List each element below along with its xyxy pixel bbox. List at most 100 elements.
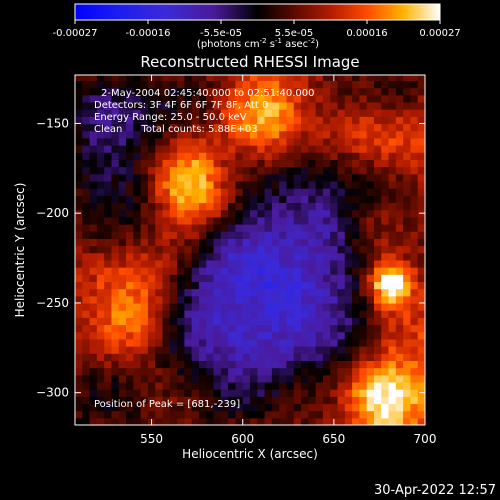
heatmap-cell <box>250 159 258 168</box>
heatmap-cell <box>417 267 425 275</box>
heatmap-cell <box>169 173 178 182</box>
heatmap-cell <box>403 116 412 125</box>
heatmap-cell <box>206 252 215 261</box>
heatmap-cell <box>308 116 317 125</box>
heatmap-cell <box>315 338 324 347</box>
heatmap-cell <box>89 101 98 110</box>
heatmap-cell <box>104 145 113 153</box>
heatmap-cell <box>206 267 215 275</box>
heatmap-cell <box>344 396 353 405</box>
heatmap-cell <box>169 188 178 196</box>
heatmap-cell <box>147 252 156 261</box>
heatmap-cell <box>264 288 273 297</box>
heatmap-cell <box>250 202 258 211</box>
heatmap-cell <box>337 94 346 103</box>
heatmap-cell <box>366 202 375 211</box>
heatmap-cell <box>301 188 309 196</box>
heatmap-cell <box>352 75 360 81</box>
heatmap-cell <box>250 123 258 132</box>
heatmap-cell <box>89 202 98 211</box>
heatmap-cell <box>315 310 324 318</box>
heatmap-cell <box>373 152 382 160</box>
heatmap-cell <box>228 389 237 397</box>
heatmap-cell <box>111 238 120 247</box>
heatmap-cell <box>293 109 302 117</box>
heatmap-cell <box>228 252 237 261</box>
heatmap-cell <box>381 209 390 218</box>
heatmap-cell <box>250 381 258 390</box>
heatmap-cell <box>395 403 404 412</box>
heatmap-cell <box>140 302 149 311</box>
heatmap-cell <box>235 87 244 96</box>
heatmap-cell <box>75 381 83 390</box>
heatmap-cell <box>155 381 164 390</box>
heatmap-cell <box>279 116 288 125</box>
heatmap-cell <box>191 231 200 239</box>
heatmap-cell <box>315 288 324 297</box>
heatmap-cell <box>82 310 91 318</box>
heatmap-cell <box>286 80 295 89</box>
heatmap-cell <box>352 417 360 425</box>
heatmap-cell <box>410 338 419 347</box>
heatmap-cell <box>206 173 215 182</box>
heatmap-cell <box>82 75 91 81</box>
heatmap-cell <box>322 274 331 283</box>
heatmap-cell <box>308 188 317 196</box>
heatmap-cell <box>388 288 397 297</box>
heatmap-cell <box>235 137 244 146</box>
heatmap-cell <box>96 231 105 239</box>
heatmap-cell <box>104 403 113 412</box>
heatmap-cell <box>75 173 83 182</box>
heatmap-cell <box>264 238 273 247</box>
heatmap-cell <box>220 417 229 425</box>
heatmap-cell <box>242 374 251 383</box>
heatmap-cell <box>133 259 142 268</box>
heatmap-cell <box>279 310 288 318</box>
heatmap-cell <box>250 317 258 326</box>
heatmap-cell <box>191 396 200 405</box>
heatmap-cell <box>308 281 317 290</box>
heatmap-cell <box>220 130 229 139</box>
heatmap-cell <box>315 410 324 419</box>
heatmap-cell <box>162 75 171 81</box>
heatmap-cell <box>228 267 237 275</box>
heatmap-cell <box>330 353 339 361</box>
heatmap-cell <box>140 231 149 239</box>
heatmap-cell <box>381 360 390 369</box>
heatmap-cell <box>271 410 280 419</box>
heatmap-cell <box>330 123 339 132</box>
heatmap-cell <box>388 417 397 425</box>
heatmap-cell <box>330 209 339 218</box>
heatmap-cell <box>177 252 185 261</box>
heatmap-cell <box>366 123 375 132</box>
heatmap-cell <box>395 317 404 326</box>
x-tick-label: 700 <box>414 432 437 446</box>
heatmap-cell <box>118 202 127 211</box>
heatmap-cell <box>381 281 390 290</box>
heatmap-cell <box>206 109 215 117</box>
heatmap-cell <box>359 381 368 390</box>
heatmap-cell <box>213 410 222 419</box>
heatmap-cell <box>373 202 382 211</box>
heatmap-cell <box>264 80 273 89</box>
heatmap-cell <box>417 381 425 390</box>
heatmap-cell <box>177 238 185 247</box>
heatmap-cell <box>242 281 251 290</box>
colorbar-tick-label: -5.5e-05 <box>200 28 242 39</box>
heatmap-cell <box>235 252 244 261</box>
heatmap-cell <box>381 180 390 189</box>
heatmap-cell <box>111 87 120 96</box>
heatmap-cell <box>271 367 280 376</box>
heatmap-cell <box>395 281 404 290</box>
heatmap-cell <box>271 101 280 110</box>
heatmap-cell <box>359 101 368 110</box>
heatmap-cell <box>162 80 171 89</box>
heatmap-cell <box>235 202 244 211</box>
heatmap-cell <box>104 417 113 425</box>
heatmap-cell <box>104 374 113 383</box>
heatmap-cell <box>89 403 98 412</box>
heatmap-cell <box>177 331 185 340</box>
heatmap-cell <box>242 360 251 369</box>
heatmap-cell <box>315 367 324 376</box>
heatmap-cell <box>271 137 280 146</box>
